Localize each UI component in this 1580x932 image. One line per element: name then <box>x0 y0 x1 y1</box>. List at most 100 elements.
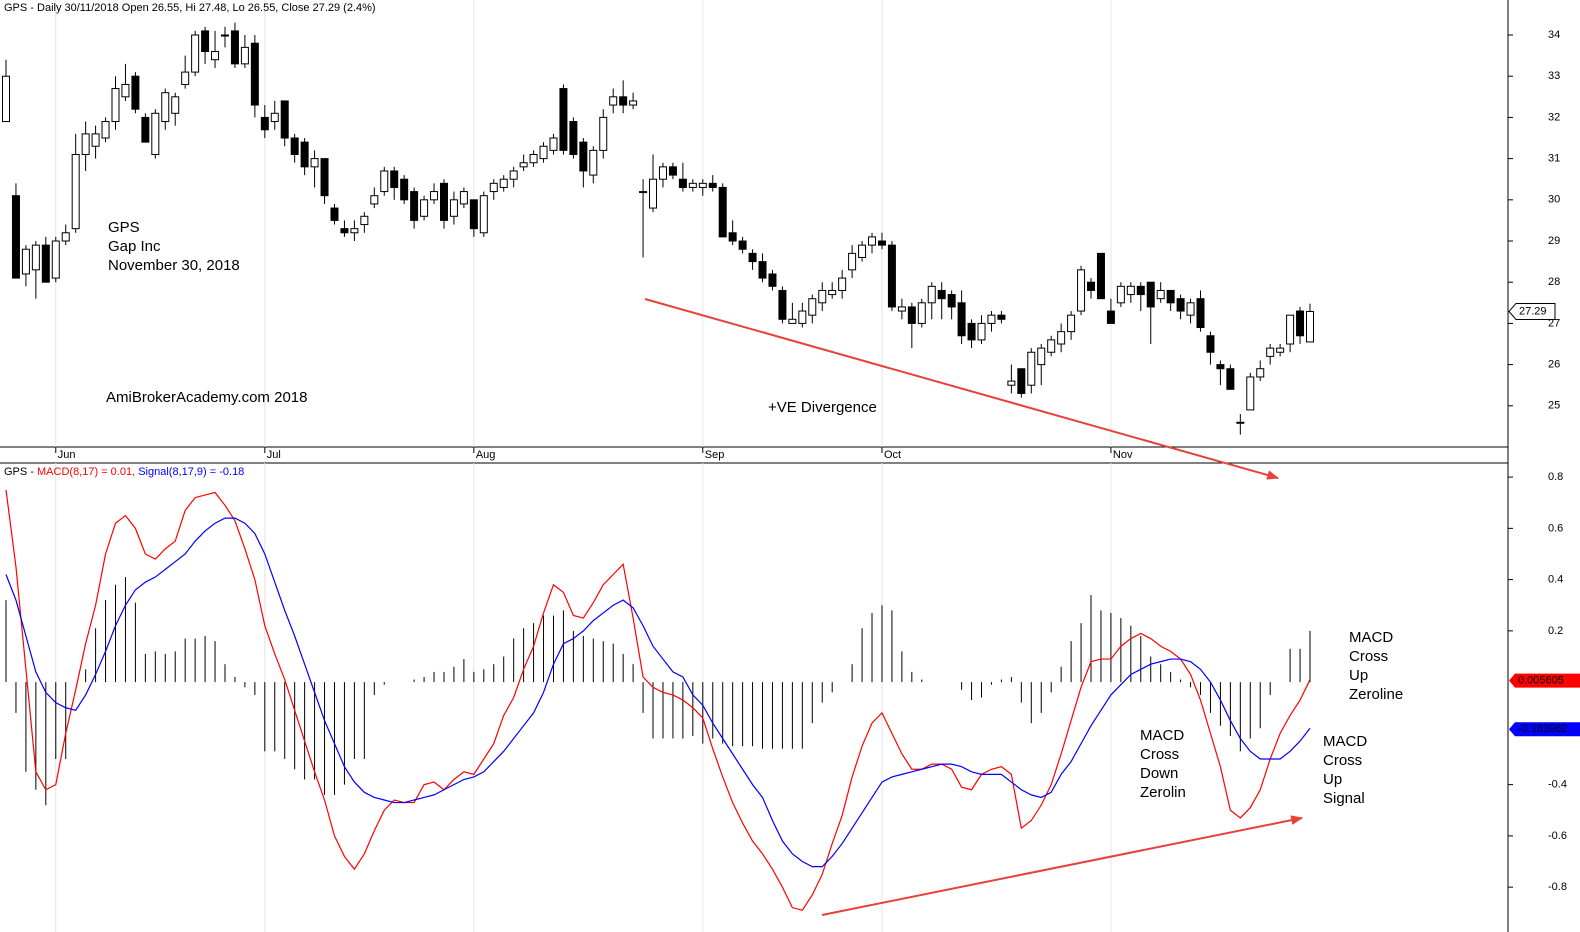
candle-body <box>101 121 110 139</box>
candle-body <box>340 228 349 234</box>
candle-body <box>788 318 797 324</box>
candle-body <box>350 228 359 234</box>
candle-body <box>1306 310 1314 343</box>
y-tick-label: -0.6 <box>1548 830 1567 842</box>
candle-body <box>111 88 120 123</box>
candle-body <box>738 240 747 250</box>
value-tag <box>1509 722 1580 737</box>
value-tag-label: -0.183962 <box>1518 723 1568 735</box>
candle-body <box>678 178 687 188</box>
candle-body <box>1057 331 1066 345</box>
candle-body <box>838 277 847 291</box>
candle-body <box>240 46 249 65</box>
candle-body <box>439 182 448 221</box>
candle-body <box>360 215 369 226</box>
candle-body <box>549 137 558 151</box>
candle-body <box>808 298 817 316</box>
last-price-label: 27.29 <box>1519 305 1547 317</box>
candle-body <box>181 71 190 85</box>
candle-body <box>171 96 180 114</box>
candle-body <box>201 30 210 52</box>
annotation: MACD <box>1349 629 1393 646</box>
y-tick-label: -0.4 <box>1548 779 1567 791</box>
divergence-arrow <box>644 298 1280 480</box>
y-tick-label: 0.4 <box>1548 574 1563 586</box>
y-tick-label: 0.6 <box>1548 522 1563 534</box>
marks <box>2 22 1314 911</box>
candle-body <box>161 92 170 123</box>
candle-body <box>639 191 648 194</box>
candle-body <box>907 306 916 324</box>
annotations: GPS Gap Inc November 30, 2018 AmiBrokerA… <box>106 219 877 416</box>
candle-body <box>300 141 309 168</box>
x-tick-label: Sep <box>705 449 725 461</box>
annotation: Down <box>1140 765 1178 782</box>
y-tick-label: 26 <box>1548 359 1560 371</box>
candle-body <box>848 252 857 271</box>
candle-body <box>589 149 598 176</box>
y-tick-label: 30 <box>1548 194 1560 206</box>
candle-body <box>1077 269 1086 312</box>
candle-body <box>71 153 80 230</box>
candle-body <box>877 240 886 246</box>
y-tick-label: 0.8 <box>1548 471 1563 483</box>
candle-body <box>290 137 299 155</box>
candle-body <box>151 112 160 155</box>
candle-body <box>191 34 200 73</box>
candle-body <box>260 116 269 131</box>
candle-body <box>1017 368 1026 394</box>
y-tick-label: 33 <box>1548 70 1560 82</box>
annotation: MACD <box>1140 727 1184 744</box>
x-tick-label: Oct <box>884 449 901 461</box>
candle-body <box>1166 289 1175 304</box>
x-tick-label: Nov <box>1113 449 1133 461</box>
series-line <box>5 517 1311 868</box>
candle-body <box>131 75 140 110</box>
y-tick-label: 28 <box>1548 276 1560 288</box>
candle-body <box>868 236 877 246</box>
candle-body <box>559 88 568 151</box>
candle-body <box>1226 368 1235 390</box>
candle-body <box>987 314 996 324</box>
candle-body <box>1096 252 1105 300</box>
annotation: Gap Inc <box>108 238 161 255</box>
candle-body <box>91 133 100 147</box>
candle-body <box>310 158 319 168</box>
annotation: Cross <box>1349 648 1388 665</box>
legend-entry: Signal(8,17,9) = -0.18 <box>138 466 244 478</box>
candle-body <box>698 182 707 188</box>
candle-body <box>768 273 777 287</box>
candle-body <box>380 170 389 193</box>
y-tick-label: 25 <box>1548 400 1560 412</box>
candle-body <box>320 158 329 197</box>
value-tag <box>1509 673 1580 688</box>
candle-body <box>1007 380 1016 386</box>
candle-body <box>459 191 468 205</box>
candle-body <box>947 294 956 308</box>
candle-body <box>1067 314 1076 333</box>
annotation: Cross <box>1323 752 1362 769</box>
candle-body <box>519 162 528 168</box>
y-tick-label: 32 <box>1548 111 1560 123</box>
candle-body <box>370 195 379 205</box>
annotation: Cross <box>1140 746 1179 763</box>
candle-body <box>1296 310 1305 337</box>
candle-body <box>250 42 259 106</box>
candle-body <box>658 166 667 180</box>
candle-body <box>818 289 827 304</box>
annotation: Signal <box>1323 790 1365 807</box>
candle-body <box>479 195 488 234</box>
candle-body <box>1196 298 1205 329</box>
candle-body <box>1176 298 1185 312</box>
candle-body <box>858 244 867 258</box>
y-tick-label: 34 <box>1548 29 1560 41</box>
candle-body <box>121 83 130 98</box>
candle-body <box>688 182 697 188</box>
candle-body <box>1087 281 1096 291</box>
candle-body <box>569 121 578 155</box>
candle-body <box>927 285 936 304</box>
x-tick-label: Aug <box>476 449 496 461</box>
